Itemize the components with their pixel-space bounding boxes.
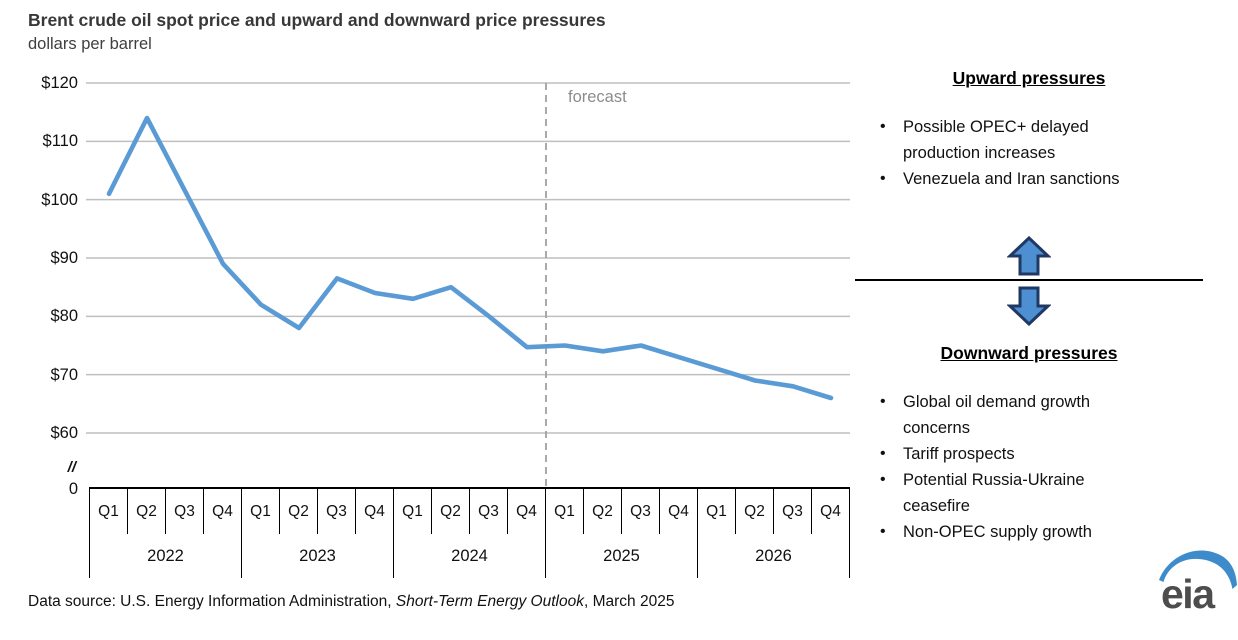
source-publication: Short-Term Energy Outlook — [395, 593, 584, 610]
year-cell: 2026 — [755, 546, 792, 565]
quarter-row: Q1 Q2 Q3 Q4 Q1 Q2 Q3 Q4 Q1 Q2 Q3 Q4 Q1 Q2 Q3 Q4 Q1 Q2 Q3 Q4 — [90, 489, 849, 534]
year-cell: 2025 — [546, 534, 698, 578]
quarter-cell: Q1 — [394, 489, 432, 534]
quarter-cell: Q4 — [508, 489, 546, 534]
quarter-cell: Q1 — [90, 489, 128, 534]
downward-pressures-heading: Downward pressures — [940, 343, 1118, 363]
quarter-cell: Q1 — [698, 489, 736, 534]
list-item: Possible OPEC+ delayed production increa… — [877, 114, 1127, 166]
y-tick-label: $120 — [41, 74, 78, 92]
quarter-cell: Q4 — [356, 489, 394, 534]
list-item: Potential Russia-Ukraine ceasefire — [877, 467, 1127, 519]
quarter-cell: Q4 — [820, 502, 841, 520]
forecast-label: forecast — [568, 88, 627, 106]
y-tick-label: $90 — [50, 249, 78, 267]
quarter-cell: Q3 — [470, 489, 508, 534]
chart-header: Brent crude oil spot price and upward an… — [28, 10, 606, 54]
quarter-cell: Q3 — [318, 489, 356, 534]
down-arrow-icon — [1007, 286, 1051, 326]
year-cell: 2023 — [242, 534, 394, 578]
pressure-arrows — [855, 236, 1203, 326]
chart-subtitle: dollars per barrel — [28, 35, 152, 53]
series-line — [106, 115, 834, 401]
upward-pressures-heading: Upward pressures — [952, 68, 1106, 88]
quarter-cell: Q2 — [736, 489, 774, 534]
pressures-divider — [855, 279, 1203, 281]
quarter-cell: Q2 — [128, 489, 166, 534]
list-item: Global oil demand growth concerns — [877, 389, 1127, 441]
eia-logo-text: eia — [1161, 571, 1215, 617]
year-row: 2022 2023 2024 2025 2026 — [90, 534, 849, 578]
axis-break-label: // — [67, 459, 76, 476]
x-axis-table: Q1 Q2 Q3 Q4 Q1 Q2 Q3 Q4 Q1 Q2 Q3 Q4 Q1 Q2 Q3 Q4 Q1 Q2 Q3 Q4… — [89, 487, 850, 578]
quarter-cell: Q3 — [774, 489, 812, 534]
pressures-panel: Upward pressures Possible OPEC+ delayed … — [855, 62, 1203, 562]
quarter-cell: Q1 — [242, 489, 280, 534]
data-source-note: Data source: U.S. Energy Information Adm… — [28, 593, 674, 611]
downward-pressures-list: Global oil demand growth concerns Tariff… — [877, 389, 1127, 545]
upward-pressures-list: Possible OPEC+ delayed production increa… — [877, 114, 1127, 192]
quarter-cell: Q3 — [622, 489, 660, 534]
quarter-cell: Q4 — [204, 489, 242, 534]
y-tick-label: $70 — [50, 365, 78, 384]
plot-area — [86, 82, 850, 487]
source-suffix: , March 2025 — [583, 593, 675, 610]
quarter-cell: Q2 — [584, 489, 622, 534]
y-tick-label: $110 — [42, 132, 78, 151]
list-item: Tariff prospects — [877, 441, 1127, 467]
y-tick-label: $80 — [50, 307, 78, 326]
quarter-cell: Q2 — [432, 489, 470, 534]
quarter-cell: Q4 — [660, 489, 698, 534]
price-chart: $120 $110 $100 $90 $80 $70 $60//0 forecast Q1 Q2 Q… — [41, 74, 850, 578]
year-cell: 2022 — [90, 534, 242, 578]
zero-label: 0 — [68, 480, 78, 498]
eia-swoosh-icon — [1159, 550, 1237, 589]
y-tick-label: $60 — [50, 424, 78, 442]
eia-logo: eia — [1156, 548, 1238, 620]
up-arrow-icon — [1007, 236, 1051, 276]
list-item: Non-OPEC supply growth — [877, 519, 1127, 545]
source-prefix: Data source: U.S. Energy Information Adm… — [28, 593, 396, 610]
quarter-cell: Q1 — [546, 489, 584, 534]
quarter-cell: Q3 — [166, 489, 204, 534]
chart-title: Brent crude oil spot price and upward an… — [28, 10, 606, 30]
list-item: Venezuela and Iran sanctions — [877, 166, 1127, 192]
quarter-cell: Q2 — [280, 489, 318, 534]
year-cell: 2024 — [394, 534, 546, 578]
y-tick-label: $100 — [41, 190, 78, 209]
